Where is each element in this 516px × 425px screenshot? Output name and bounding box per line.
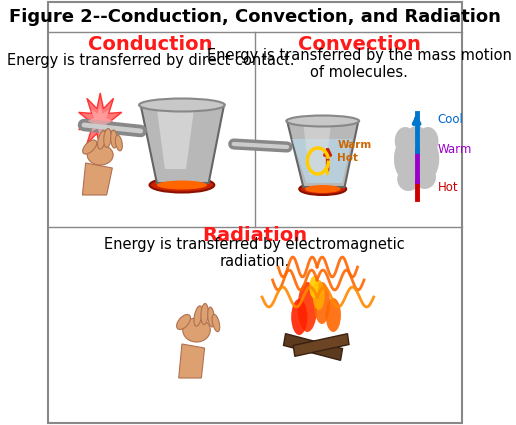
Ellipse shape bbox=[395, 127, 416, 155]
Ellipse shape bbox=[83, 140, 96, 154]
Ellipse shape bbox=[397, 167, 420, 191]
Ellipse shape bbox=[98, 131, 106, 149]
Ellipse shape bbox=[150, 178, 214, 193]
Polygon shape bbox=[83, 163, 112, 195]
Ellipse shape bbox=[176, 314, 190, 329]
Text: Energy is transferred by electromagnetic
radiation.: Energy is transferred by electromagnetic… bbox=[104, 237, 405, 269]
Polygon shape bbox=[292, 139, 352, 183]
Ellipse shape bbox=[310, 276, 318, 298]
Ellipse shape bbox=[313, 280, 325, 310]
Ellipse shape bbox=[87, 145, 113, 165]
Ellipse shape bbox=[394, 140, 413, 178]
Text: Hot: Hot bbox=[438, 181, 458, 194]
Ellipse shape bbox=[111, 130, 117, 148]
Ellipse shape bbox=[326, 298, 341, 332]
Ellipse shape bbox=[291, 299, 308, 335]
Polygon shape bbox=[303, 125, 331, 175]
Polygon shape bbox=[78, 93, 122, 149]
Polygon shape bbox=[287, 121, 358, 187]
Ellipse shape bbox=[298, 282, 317, 332]
Ellipse shape bbox=[201, 303, 208, 324]
Ellipse shape bbox=[417, 127, 439, 155]
Ellipse shape bbox=[305, 185, 341, 193]
Text: Energy is transferred by direct contact.: Energy is transferred by direct contact. bbox=[7, 53, 294, 68]
Text: Hot: Hot bbox=[337, 153, 358, 163]
Ellipse shape bbox=[420, 140, 439, 178]
Polygon shape bbox=[141, 105, 224, 183]
Text: Warm: Warm bbox=[438, 143, 472, 156]
Polygon shape bbox=[283, 334, 343, 360]
Text: Energy is transferred by the mass motion
of molecules.: Energy is transferred by the mass motion… bbox=[207, 48, 511, 80]
Text: Radiation: Radiation bbox=[202, 226, 308, 244]
Ellipse shape bbox=[104, 128, 111, 147]
Ellipse shape bbox=[413, 165, 436, 189]
Ellipse shape bbox=[157, 181, 207, 190]
Text: Figure 2--Conduction, Convection, and Radiation: Figure 2--Conduction, Convection, and Ra… bbox=[9, 8, 501, 26]
Ellipse shape bbox=[299, 183, 346, 195]
Ellipse shape bbox=[115, 135, 122, 151]
Ellipse shape bbox=[183, 318, 210, 342]
Polygon shape bbox=[293, 334, 349, 356]
Ellipse shape bbox=[139, 99, 225, 111]
Polygon shape bbox=[87, 105, 113, 137]
Ellipse shape bbox=[400, 126, 433, 184]
Ellipse shape bbox=[194, 306, 202, 326]
Text: Cool: Cool bbox=[438, 113, 463, 126]
Ellipse shape bbox=[286, 116, 359, 127]
Ellipse shape bbox=[212, 314, 220, 332]
Ellipse shape bbox=[314, 282, 330, 324]
Ellipse shape bbox=[208, 307, 215, 327]
Text: Conduction: Conduction bbox=[88, 34, 213, 54]
Text: Convection: Convection bbox=[298, 34, 421, 54]
Polygon shape bbox=[157, 109, 194, 169]
FancyBboxPatch shape bbox=[47, 2, 462, 423]
Text: Warm: Warm bbox=[337, 140, 372, 150]
Polygon shape bbox=[179, 344, 204, 378]
